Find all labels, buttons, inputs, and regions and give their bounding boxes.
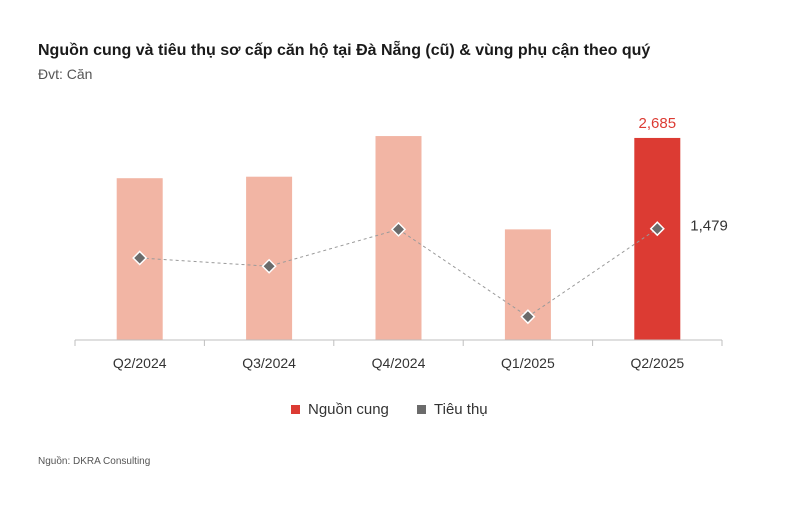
supply-bar (375, 136, 422, 340)
x-tick-label: Q4/2024 (372, 355, 426, 371)
x-tick-label: Q1/2025 (501, 355, 555, 371)
absorption-marker (390, 221, 407, 237)
x-axis-ticks: Q2/2024 Q3/2024 Q4/2024 Q1/2025 Q2/2025 (74, 340, 723, 371)
legend: Nguồn cung Tiêu thụ (291, 401, 488, 418)
x-tick-label: Q2/2025 (630, 355, 684, 371)
absorption-line-group (132, 221, 665, 325)
x-tick-label: Q2/2024 (113, 355, 167, 371)
legend-swatch-absorption (417, 405, 426, 414)
absorption-data-label: 1,479 (690, 218, 728, 235)
absorption-marker (649, 221, 665, 237)
legend-label-supply: Nguồn cung (308, 401, 389, 418)
supply-bar (246, 176, 293, 340)
unit-label: Đvt: Căn (38, 66, 93, 82)
source-note: Nguồn: DKRA Consulting (38, 456, 151, 467)
bars-group (116, 136, 681, 340)
x-tick-label: Q3/2024 (242, 355, 296, 371)
absorption-marker (132, 250, 148, 266)
supply-bar (634, 137, 681, 340)
absorption-marker (520, 309, 536, 325)
legend-swatch-supply (291, 405, 300, 414)
chart-title: Nguồn cung và tiêu thụ sơ cấp căn hộ tại… (38, 42, 651, 59)
supply-data-label: 2,685 (639, 115, 677, 132)
absorption-marker (261, 258, 277, 274)
data-labels: 2,685 1,479 (639, 115, 728, 235)
legend-label-absorption: Tiêu thụ (434, 401, 488, 418)
